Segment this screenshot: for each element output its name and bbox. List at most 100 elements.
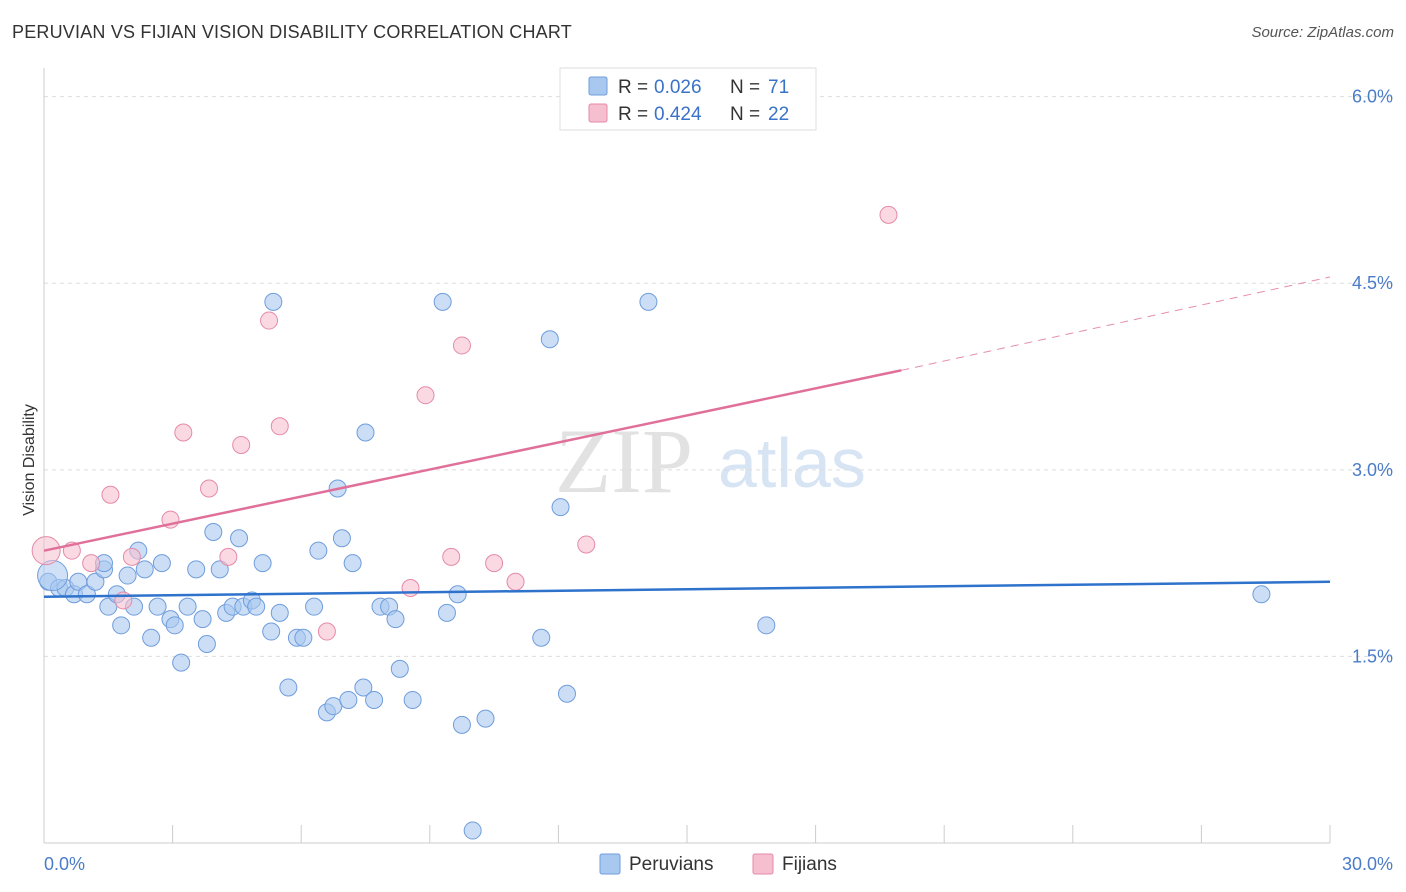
data-point (343, 554, 362, 573)
x-ticks (172, 825, 1331, 843)
y-tick-labels: 1.5% 3.0% 4.5% 6.0% (1352, 87, 1393, 667)
data-point (86, 572, 105, 591)
x-tick-label: 30.0% (1342, 854, 1393, 874)
data-point (294, 628, 313, 647)
bottom-legend-swatch-fijians (752, 853, 774, 875)
data-point (485, 554, 504, 573)
data-point (416, 386, 435, 405)
data-point (112, 616, 131, 635)
legend-n-value-fijians: 22 (768, 104, 789, 125)
data-point (317, 622, 336, 641)
data-point (187, 560, 206, 579)
data-point (551, 498, 570, 517)
data-point (532, 628, 551, 647)
data-point (452, 336, 471, 355)
y-tick-label: 3.0% (1352, 460, 1393, 480)
data-point (401, 579, 420, 597)
watermark-zip: ZIP (555, 410, 693, 512)
data-point (247, 597, 266, 616)
data-point (178, 597, 197, 616)
data-point (135, 560, 154, 579)
data-point (1252, 585, 1271, 604)
series-legend: Peruvians Fijians (599, 853, 837, 875)
trend-line-fijians-extension (901, 276, 1331, 371)
data-point (152, 554, 171, 573)
chart-title: PERUVIAN VS FIJIAN VISION DISABILITY COR… (12, 22, 572, 42)
data-point (210, 560, 229, 579)
y-axis-label: Vision Disability (21, 404, 38, 516)
data-point (82, 554, 101, 573)
y-tick-label: 1.5% (1352, 646, 1393, 666)
x-tick-labels: 0.0% 30.0% (44, 854, 1393, 874)
data-point (122, 547, 141, 566)
data-point (463, 821, 482, 840)
bottom-legend-swatch-peruvians (599, 853, 621, 875)
data-point (557, 684, 576, 703)
data-point (232, 435, 251, 454)
data-point (197, 634, 216, 653)
data-point (442, 547, 461, 566)
data-point (476, 709, 495, 728)
legend-swatch-fijians (588, 103, 608, 123)
data-point (279, 678, 298, 697)
data-point (230, 529, 249, 548)
trend-line-peruvians (43, 580, 1331, 598)
legend-n-label-fijians: N = (730, 104, 760, 125)
data-point (433, 292, 452, 311)
data-point (193, 610, 212, 629)
data-point (264, 292, 283, 311)
data-point (339, 690, 358, 709)
data-point (204, 523, 223, 542)
data-point (262, 622, 281, 641)
series-peruvians-points (37, 292, 1271, 840)
data-point (386, 610, 405, 629)
data-point (270, 417, 289, 436)
legend-r-label-peruvians: R = (618, 77, 648, 98)
legend-r-label-fijians: R = (618, 104, 648, 125)
data-point (200, 479, 219, 498)
data-point (332, 529, 351, 548)
y-tick-label: 4.5% (1352, 273, 1393, 293)
trend-line-fijians (43, 369, 902, 552)
watermark: ZIP atlas (555, 410, 866, 512)
watermark-atlas: atlas (718, 424, 866, 502)
data-point (118, 566, 137, 585)
data-point (639, 292, 658, 311)
data-point (77, 585, 96, 604)
legend-n-label-peruvians: N = (730, 77, 760, 98)
data-point (437, 603, 456, 622)
data-point (452, 715, 471, 734)
correlation-legend: R = 0.026 N = 71 R = 0.424 N = 22 (559, 67, 817, 131)
data-point (506, 572, 525, 591)
source-label: Source: ZipAtlas.com (1251, 24, 1394, 41)
bottom-legend-label-fijians: Fijians (782, 854, 837, 875)
data-point (305, 597, 324, 616)
trend-lines (43, 276, 1331, 598)
gridlines (44, 96, 1392, 657)
data-point (219, 547, 238, 566)
data-point (390, 659, 409, 678)
data-point (260, 311, 279, 330)
data-point (101, 485, 120, 504)
data-point (365, 690, 384, 709)
data-point (448, 585, 467, 604)
data-point (37, 560, 69, 592)
bottom-legend-label-peruvians: Peruvians (629, 854, 714, 875)
data-point (356, 423, 375, 442)
data-point (577, 535, 596, 554)
legend-r-value-peruvians: 0.026 (654, 77, 702, 98)
data-point (172, 653, 191, 672)
data-point (879, 205, 898, 224)
data-point (403, 690, 422, 709)
y-tick-label: 6.0% (1352, 87, 1393, 107)
data-point (757, 616, 776, 635)
data-point (165, 616, 184, 635)
data-point (142, 628, 161, 647)
data-point (309, 541, 328, 560)
x-tick-label: 0.0% (44, 854, 85, 874)
data-point (253, 554, 272, 573)
data-point (174, 423, 193, 442)
data-point (148, 597, 167, 616)
data-point (540, 330, 559, 349)
